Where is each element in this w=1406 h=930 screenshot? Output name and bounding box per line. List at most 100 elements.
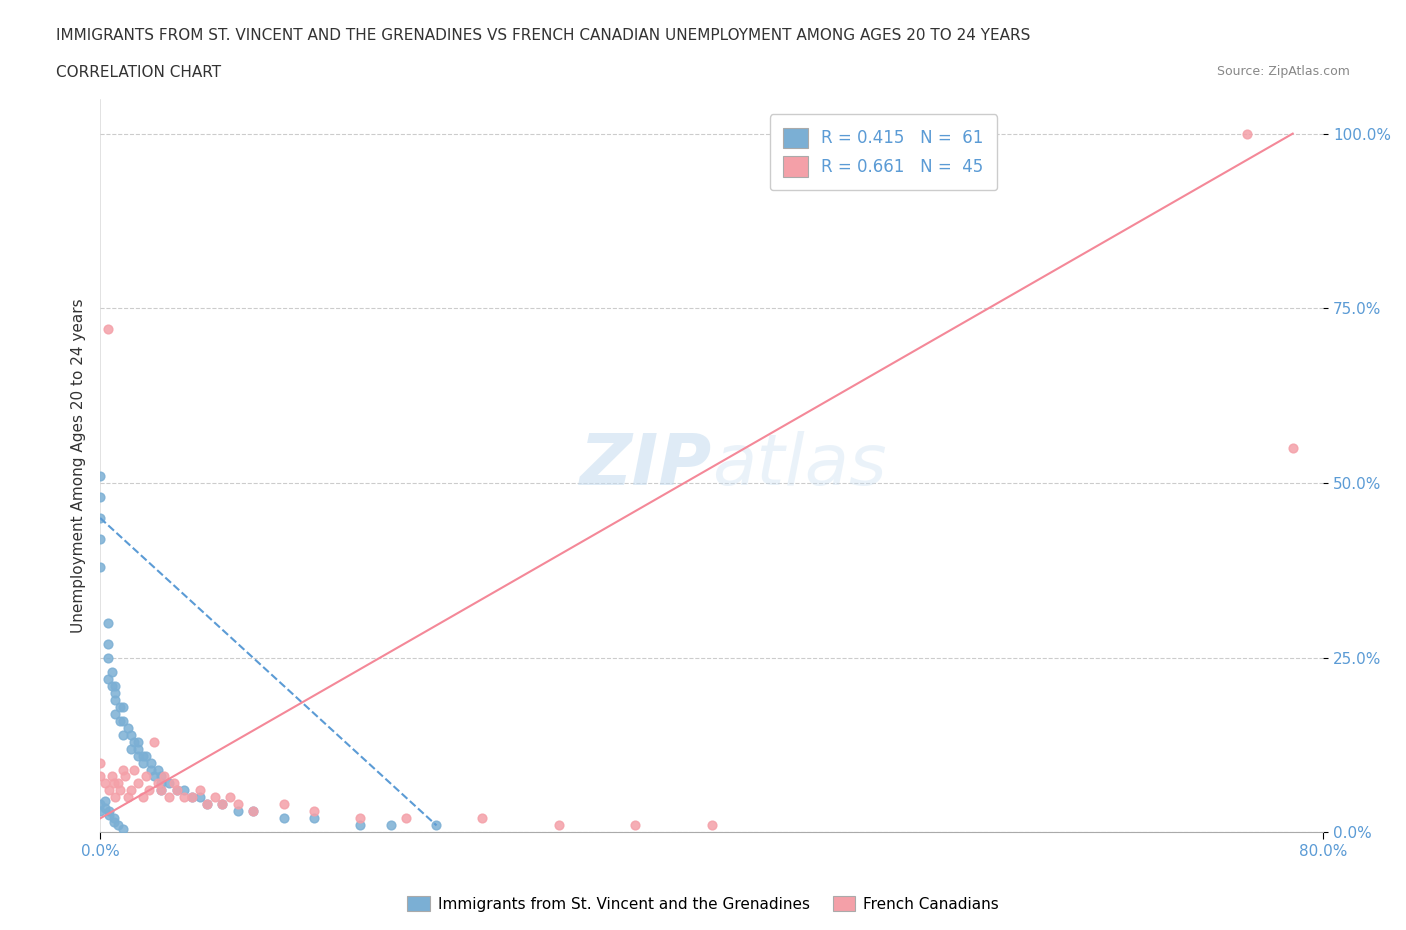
- Point: [103, 811, 125, 826]
- Point: [98, 783, 121, 798]
- Point: [107, 776, 129, 790]
- Point: [114, 769, 136, 784]
- Point: [97, 636, 120, 651]
- Point: [180, 790, 202, 804]
- Point: [107, 818, 129, 833]
- Point: [349, 818, 371, 833]
- Point: [104, 692, 127, 707]
- Point: [89, 560, 111, 575]
- Point: [101, 769, 124, 784]
- Point: [112, 762, 135, 777]
- Point: [226, 797, 249, 812]
- Point: [380, 818, 402, 833]
- Point: [127, 741, 149, 756]
- Point: [93, 801, 115, 816]
- Point: [180, 790, 202, 804]
- Point: [120, 727, 142, 742]
- Point: [104, 678, 127, 693]
- Point: [132, 755, 155, 770]
- Point: [471, 811, 494, 826]
- Point: [97, 650, 120, 665]
- Point: [97, 671, 120, 686]
- Point: [89, 804, 111, 819]
- Text: Source: ZipAtlas.com: Source: ZipAtlas.com: [1216, 65, 1350, 78]
- Point: [135, 769, 157, 784]
- Point: [117, 790, 139, 804]
- Point: [188, 790, 211, 804]
- Point: [132, 790, 155, 804]
- Point: [97, 322, 120, 337]
- Point: [425, 818, 447, 833]
- Point: [142, 734, 165, 749]
- Point: [103, 776, 125, 790]
- Point: [273, 797, 295, 812]
- Point: [97, 616, 120, 631]
- Point: [127, 776, 149, 790]
- Point: [89, 755, 111, 770]
- Point: [395, 811, 418, 826]
- Point: [302, 811, 325, 826]
- Point: [148, 762, 170, 777]
- Point: [93, 776, 115, 790]
- Point: [242, 804, 264, 819]
- Point: [98, 804, 121, 819]
- Text: CORRELATION CHART: CORRELATION CHART: [56, 65, 221, 80]
- Legend: Immigrants from St. Vincent and the Grenadines, French Canadians: Immigrants from St. Vincent and the Gren…: [401, 889, 1005, 918]
- Y-axis label: Unemployment Among Ages 20 to 24 years: Unemployment Among Ages 20 to 24 years: [72, 299, 86, 632]
- Point: [148, 776, 170, 790]
- Point: [108, 699, 131, 714]
- Point: [101, 664, 124, 679]
- Point: [142, 769, 165, 784]
- Text: ZIP: ZIP: [579, 431, 711, 500]
- Point: [89, 531, 111, 546]
- Point: [135, 748, 157, 763]
- Point: [153, 769, 176, 784]
- Point: [112, 727, 135, 742]
- Point: [89, 511, 111, 525]
- Point: [138, 783, 160, 798]
- Point: [204, 790, 226, 804]
- Point: [120, 741, 142, 756]
- Point: [127, 734, 149, 749]
- Point: [173, 783, 195, 798]
- Point: [188, 783, 211, 798]
- Point: [150, 783, 173, 798]
- Point: [104, 790, 127, 804]
- Point: [139, 762, 162, 777]
- Point: [150, 783, 173, 798]
- Point: [93, 793, 115, 808]
- Point: [173, 790, 195, 804]
- Point: [211, 797, 233, 812]
- Point: [101, 678, 124, 693]
- Point: [195, 797, 218, 812]
- Point: [1236, 126, 1258, 141]
- Point: [211, 797, 233, 812]
- Point: [112, 699, 135, 714]
- Point: [98, 807, 121, 822]
- Point: [89, 469, 111, 484]
- Point: [700, 818, 723, 833]
- Point: [302, 804, 325, 819]
- Point: [157, 790, 180, 804]
- Point: [108, 713, 131, 728]
- Point: [1281, 441, 1303, 456]
- Point: [162, 776, 184, 790]
- Point: [547, 818, 569, 833]
- Point: [108, 783, 131, 798]
- Point: [150, 776, 173, 790]
- Point: [132, 748, 155, 763]
- Point: [242, 804, 264, 819]
- Point: [273, 811, 295, 826]
- Point: [122, 734, 145, 749]
- Point: [112, 713, 135, 728]
- Point: [103, 815, 125, 830]
- Point: [127, 748, 149, 763]
- Text: atlas: atlas: [711, 431, 886, 500]
- Point: [104, 706, 127, 721]
- Point: [117, 720, 139, 735]
- Point: [120, 783, 142, 798]
- Point: [624, 818, 647, 833]
- Point: [112, 821, 135, 836]
- Point: [166, 783, 188, 798]
- Point: [122, 762, 145, 777]
